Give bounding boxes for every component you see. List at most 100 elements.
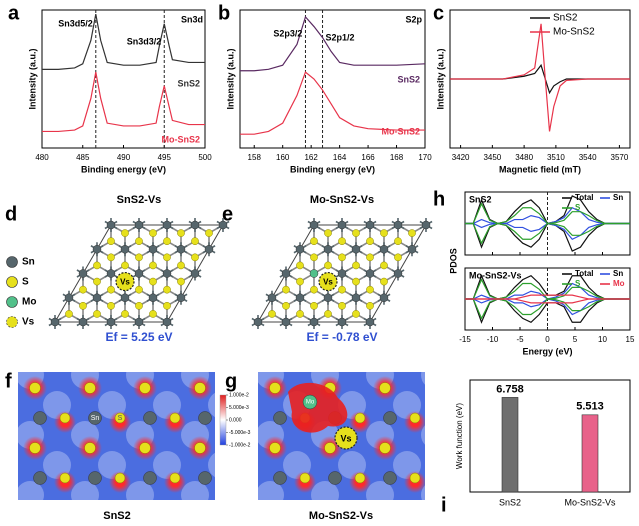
sn-atom bbox=[328, 471, 342, 485]
s-atom bbox=[296, 310, 304, 318]
panel-letter: f bbox=[5, 370, 12, 392]
s-atom bbox=[380, 229, 388, 237]
x-tick-label: 15 bbox=[626, 335, 635, 344]
x-tick-label: -10 bbox=[487, 335, 499, 344]
s-atom bbox=[84, 442, 96, 454]
annotation: Sn3d bbox=[181, 14, 203, 24]
sn-atom bbox=[143, 471, 157, 485]
plot-frame bbox=[239, 9, 426, 149]
annotation: Sn3d5/2 bbox=[58, 18, 93, 28]
legend-atom bbox=[6, 256, 18, 268]
sn-atom bbox=[383, 411, 397, 425]
x-tick-label: 3570 bbox=[611, 153, 629, 162]
vacancy bbox=[318, 271, 338, 292]
value-label: 6.758 bbox=[496, 383, 524, 395]
atom-label: Mo bbox=[306, 400, 315, 406]
legend-label: S bbox=[575, 279, 581, 288]
series-label: Mo-SnS2 bbox=[161, 134, 200, 144]
sn-atom bbox=[162, 317, 172, 327]
s-atom bbox=[177, 277, 185, 286]
s-atom bbox=[299, 472, 311, 484]
series-line bbox=[450, 23, 630, 132]
legend-label: Mo bbox=[22, 297, 36, 308]
series-line bbox=[465, 222, 630, 245]
x-tick-label: 3450 bbox=[483, 153, 501, 162]
colorbar bbox=[219, 394, 227, 446]
s-atom bbox=[169, 412, 181, 424]
panel-letter: a bbox=[8, 2, 20, 24]
s-atom bbox=[107, 301, 115, 310]
s-atom bbox=[310, 285, 318, 294]
x-tick-label: 3510 bbox=[547, 153, 565, 162]
sn-atom bbox=[92, 245, 102, 254]
x-tick-label: 0 bbox=[545, 335, 550, 344]
s-atom bbox=[114, 472, 126, 484]
s-atom bbox=[163, 237, 171, 246]
sn-atom bbox=[106, 317, 116, 327]
legend-label: Mo-SnS2 bbox=[553, 27, 595, 38]
plot-title: Mo-SnS2-Vs bbox=[469, 270, 522, 280]
s-atom bbox=[191, 237, 199, 246]
y-axis-label: Work function (eV) bbox=[455, 403, 464, 469]
s-atom bbox=[107, 285, 115, 294]
map-caption: SnS2 bbox=[103, 510, 131, 522]
s-atom bbox=[366, 301, 374, 310]
legend-label: Sn bbox=[613, 269, 623, 278]
structure-title: SnS2-Vs bbox=[117, 194, 162, 206]
s-atom bbox=[107, 237, 115, 246]
x-tick-label: 10 bbox=[598, 335, 607, 344]
sn-atom bbox=[190, 220, 200, 230]
sn-atom bbox=[383, 471, 397, 485]
s-atom bbox=[338, 301, 346, 310]
sn-atom bbox=[218, 220, 228, 230]
s-atom bbox=[379, 382, 391, 394]
s-atom bbox=[84, 382, 96, 394]
sn-atom bbox=[134, 269, 144, 278]
map-light bbox=[421, 485, 425, 500]
map-light bbox=[421, 372, 425, 385]
annotation: S2p1/2 bbox=[326, 32, 355, 42]
map-light bbox=[258, 481, 284, 500]
s-atom bbox=[194, 442, 206, 454]
s-atom bbox=[296, 261, 304, 270]
legend-label: Total bbox=[575, 269, 594, 278]
s-atom bbox=[408, 229, 416, 237]
s-atom bbox=[338, 285, 346, 294]
charge-map bbox=[258, 372, 425, 500]
x-tick-label: -15 bbox=[459, 335, 471, 344]
s-atom bbox=[149, 261, 157, 270]
sn-atom bbox=[143, 411, 157, 425]
y-axis-label: Intensity (a.u.) bbox=[225, 48, 235, 109]
x-tick-label: 166 bbox=[361, 153, 375, 162]
s-atom bbox=[354, 412, 366, 424]
charge-map bbox=[18, 372, 215, 500]
x-axis-label: Energy (eV) bbox=[522, 346, 572, 356]
sn-atom bbox=[78, 317, 88, 327]
atom-label: Vs bbox=[340, 433, 351, 443]
sn-atom bbox=[148, 245, 158, 254]
s-atom bbox=[107, 253, 115, 262]
s-atom bbox=[409, 472, 421, 484]
s-atom bbox=[394, 237, 402, 246]
s-atom bbox=[296, 277, 304, 286]
sn-atom bbox=[198, 471, 212, 485]
legend-label: Total bbox=[575, 193, 594, 202]
s-atom bbox=[310, 301, 318, 310]
sn-atom bbox=[106, 220, 116, 230]
sn-atom bbox=[379, 245, 389, 254]
colorbar-label: 0.000 bbox=[229, 417, 242, 423]
s-atom bbox=[191, 253, 199, 262]
s-atom bbox=[354, 472, 366, 484]
colorbar-label: 5.000e-3 bbox=[229, 405, 249, 411]
panel-letter: d bbox=[5, 203, 17, 225]
sn-atom bbox=[295, 245, 305, 254]
panel-letter: c bbox=[433, 2, 444, 24]
legend-label: Vs bbox=[22, 317, 35, 328]
x-tick-label: -5 bbox=[516, 335, 524, 344]
sn-atom bbox=[120, 293, 130, 302]
s-atom bbox=[114, 412, 126, 424]
series-line bbox=[240, 71, 425, 135]
s-atom bbox=[121, 310, 129, 318]
sn-atom bbox=[267, 293, 277, 302]
s-atom bbox=[338, 253, 346, 262]
